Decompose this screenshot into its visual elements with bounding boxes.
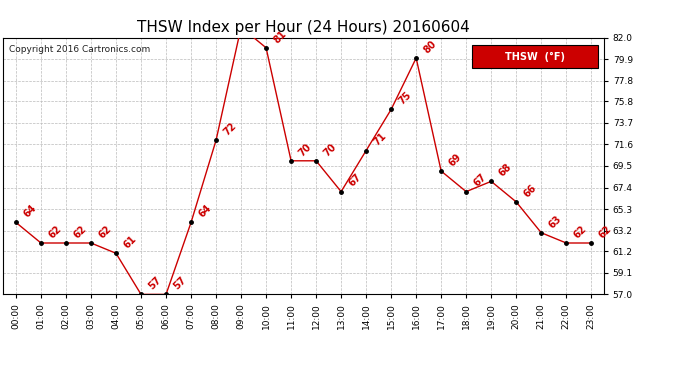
Text: 80: 80 (422, 39, 438, 55)
Text: 70: 70 (322, 141, 338, 158)
Text: 64: 64 (197, 203, 213, 220)
Text: THSW  (°F): THSW (°F) (504, 52, 564, 62)
Text: 68: 68 (497, 162, 513, 178)
Text: 62: 62 (46, 224, 63, 240)
Text: 62: 62 (97, 224, 113, 240)
Text: 64: 64 (21, 203, 38, 220)
Text: 66: 66 (522, 183, 538, 199)
Text: Copyright 2016 Cartronics.com: Copyright 2016 Cartronics.com (10, 45, 150, 54)
Text: 69: 69 (446, 152, 464, 168)
Text: 75: 75 (397, 90, 413, 106)
Text: 62: 62 (572, 224, 589, 240)
FancyBboxPatch shape (472, 45, 598, 68)
Text: 63: 63 (546, 213, 564, 230)
Text: 67: 67 (346, 172, 364, 189)
Text: 67: 67 (472, 172, 489, 189)
Title: THSW Index per Hour (24 Hours) 20160604: THSW Index per Hour (24 Hours) 20160604 (137, 20, 470, 35)
Text: 57: 57 (172, 275, 188, 292)
Text: 57: 57 (146, 275, 164, 292)
Text: 62: 62 (597, 224, 613, 240)
Text: 61: 61 (121, 234, 138, 250)
Text: 70: 70 (297, 141, 313, 158)
Text: 72: 72 (221, 121, 238, 138)
Text: 81: 81 (272, 28, 288, 45)
Text: 83: 83 (0, 374, 1, 375)
Text: 62: 62 (72, 224, 88, 240)
Text: 71: 71 (372, 131, 388, 148)
